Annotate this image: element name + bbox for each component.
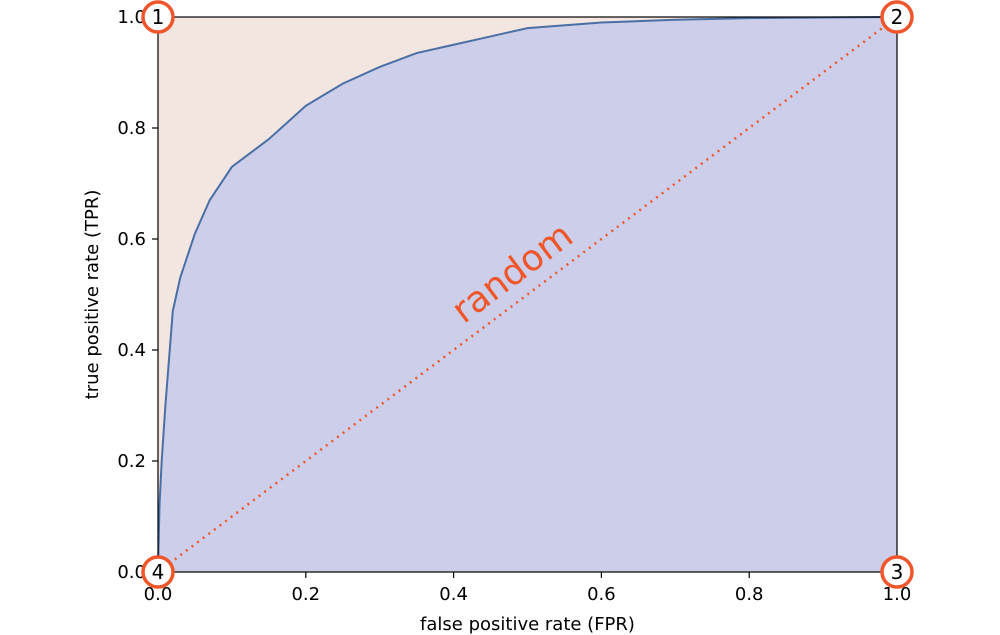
- x-tick-label: 0.0: [144, 584, 173, 605]
- y-tick-label: 0.6: [117, 229, 146, 250]
- corner-marker-circle: [141, 555, 175, 589]
- y-tick-label: 1.0: [117, 7, 146, 28]
- corner-marker-label: 4: [152, 560, 165, 584]
- corner-marker-label: 3: [891, 560, 904, 584]
- random-diagonal-line: [157, 16, 898, 573]
- y-tick-label: 0.0: [117, 562, 146, 583]
- roc-curve-line: [157, 16, 898, 573]
- x-tick-label: 1.0: [883, 584, 912, 605]
- x-tick-label: 0.8: [735, 584, 764, 605]
- plot-frame: [157, 16, 898, 573]
- y-axis: 0.0 0.2 0.4 0.6 0.8 1.0: [117, 7, 158, 583]
- y-tick-label: 0.8: [117, 118, 146, 139]
- corner-marker-label: 2: [891, 5, 904, 29]
- corner-markers: 1 2 3 4: [141, 0, 914, 589]
- corner-marker-circle: [880, 555, 914, 589]
- x-axis-label: false positive rate (FPR): [420, 614, 635, 635]
- corner-marker-label: 1: [152, 5, 165, 29]
- plot-area: [157, 16, 898, 573]
- x-axis: 0.0 0.2 0.4 0.6 0.8 1.0: [144, 572, 912, 605]
- x-tick-label: 0.2: [291, 584, 320, 605]
- y-tick-label: 0.2: [117, 451, 146, 472]
- y-tick-label: 0.4: [117, 340, 146, 361]
- x-tick-label: 0.6: [587, 584, 616, 605]
- y-axis-label: true positive rate (TPR): [82, 190, 103, 400]
- x-tick-label: 0.4: [439, 584, 468, 605]
- corner-marker-circle: [880, 0, 914, 34]
- corner-marker-circle: [141, 0, 175, 34]
